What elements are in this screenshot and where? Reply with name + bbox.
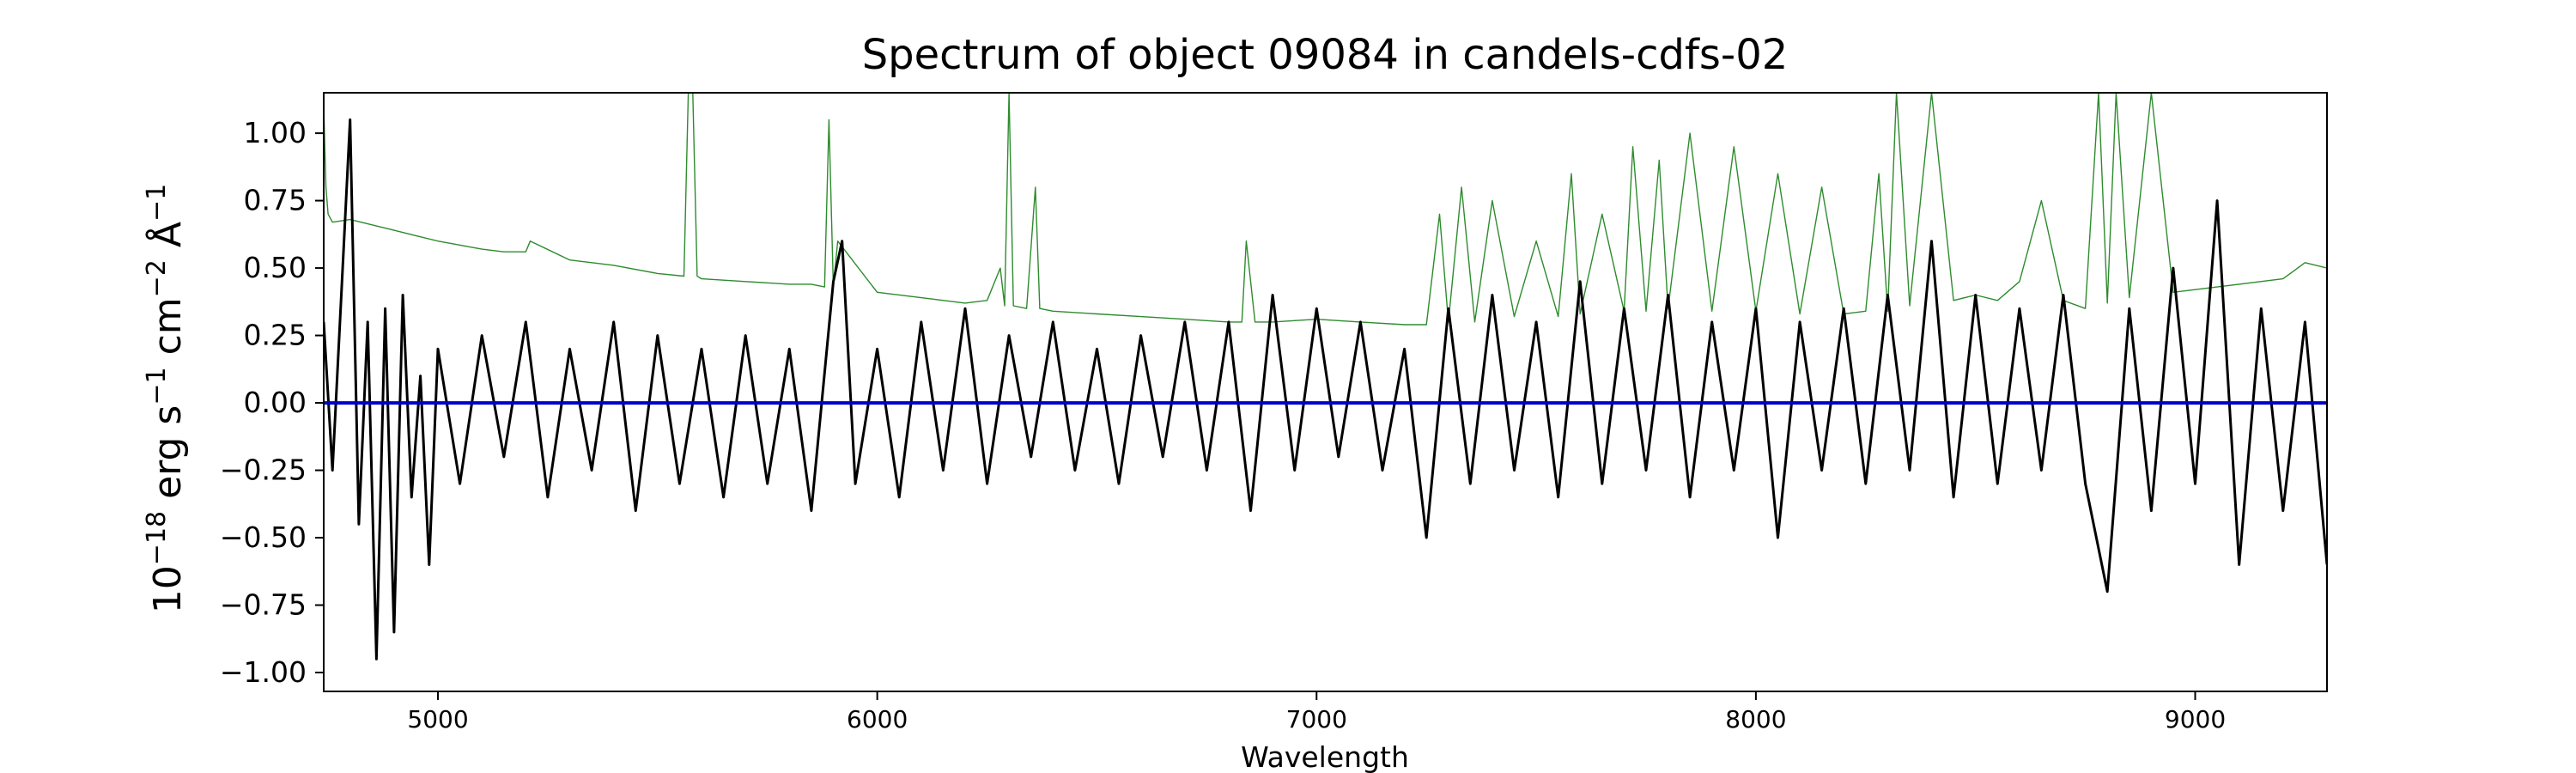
y-tick-label: −1.00 [220, 655, 307, 689]
flux-series-line [324, 118, 2327, 660]
y-tick-label: −0.75 [220, 588, 307, 622]
ylabel-base: 10 [146, 565, 190, 613]
ylabel-exp3: −1 [142, 184, 172, 222]
x-tick-label: 6000 [847, 705, 908, 733]
y-tick-label: 0.75 [244, 184, 307, 217]
y-tick-label: 0.25 [244, 319, 307, 352]
x-tick-label: 8000 [1725, 705, 1786, 733]
y-tick-label: −0.50 [220, 520, 307, 554]
ylabel-exp2: −2 [142, 259, 172, 297]
x-tick-label: 7000 [1286, 705, 1347, 733]
x-ticks: 5000 6000 7000 8000 9000 [407, 691, 2226, 733]
x-tick-label: 9000 [2165, 705, 2226, 733]
y-tick-label: 0.00 [244, 386, 307, 419]
ylabel-exp: −18 [142, 511, 172, 565]
y-tick-label: −0.25 [220, 453, 307, 487]
plot-area: 5000 6000 7000 8000 9000 1.00 0.75 0.50 0.25 0.0… [220, 92, 2328, 733]
svg-text:10−18 erg s−1 cm−2 Å−1: 10−18 erg s−1 cm−2 Å−1 [142, 184, 190, 613]
ylabel-unit2: cm [146, 297, 190, 367]
ylabel-exp1: −1 [142, 367, 172, 405]
y-axis-label: 10−18 erg s−1 cm−2 Å−1 [142, 184, 190, 613]
y-tick-label: 0.50 [244, 251, 307, 284]
x-axis-label: Wavelength [1241, 740, 1409, 773]
y-ticks: 1.00 0.75 0.50 0.25 0.00 −0.25 −0.50 −0.75 −1.00 [220, 116, 324, 689]
y-tick-label: 1.00 [244, 116, 307, 149]
x-tick-label: 5000 [407, 705, 468, 733]
ylabel-unit3: Å [144, 222, 190, 259]
plot-frame [323, 92, 2328, 692]
ylabel-unit1: erg s [146, 405, 190, 511]
error-series-line [324, 93, 2327, 326]
chart-title: Spectrum of object 09084 in candels-cdfs… [862, 31, 1789, 79]
